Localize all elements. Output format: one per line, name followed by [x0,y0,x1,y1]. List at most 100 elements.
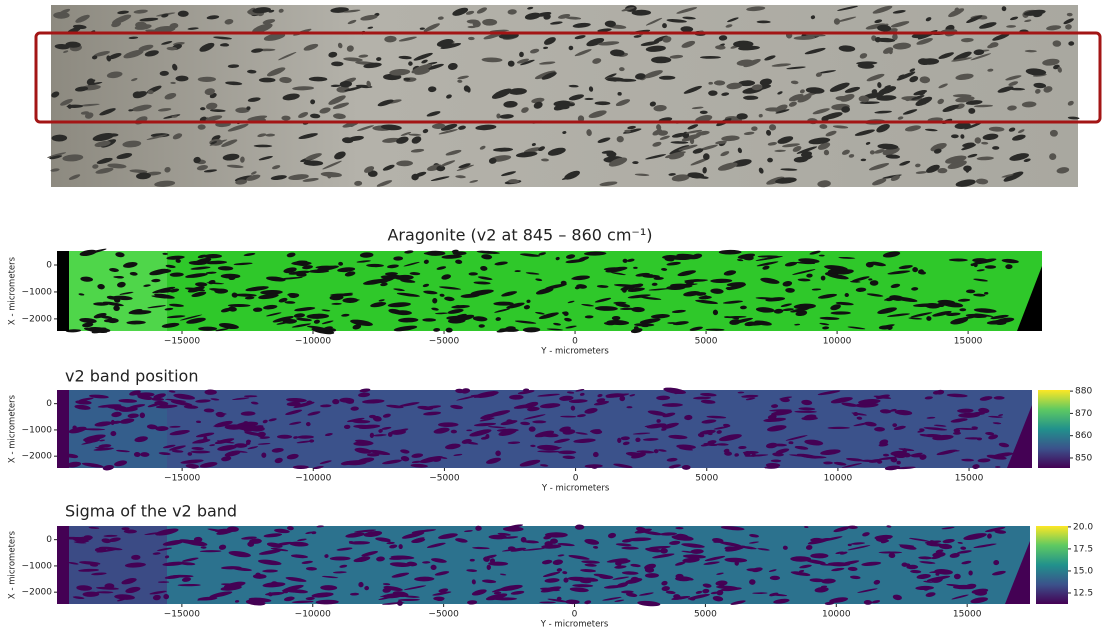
pore [252,540,261,544]
pore [430,564,437,571]
pore [941,526,955,530]
pore [615,559,631,564]
pore [964,437,983,440]
pore [456,395,480,401]
pore [131,554,141,560]
pore [689,326,703,331]
pore [568,45,574,51]
pore [1023,158,1031,162]
pore [877,82,882,88]
pore [533,101,543,109]
pore [631,9,652,16]
pore [575,389,585,392]
pore [527,406,540,412]
pore [684,414,693,421]
pore [520,59,535,66]
pore [968,107,976,114]
pore [502,526,524,532]
pore [874,110,892,114]
pore [179,562,196,566]
pore [543,535,552,540]
pore [703,561,720,565]
pore [297,435,314,439]
pore [197,124,206,130]
pore [973,104,993,108]
pore [788,101,797,107]
pore [938,52,954,59]
pore [398,402,420,407]
pore [167,315,186,319]
pore [859,53,868,59]
pore [792,269,816,275]
pore [121,578,137,585]
pore [99,108,116,116]
pore [103,319,113,323]
pore [898,448,915,452]
pore [669,540,681,545]
pore [942,538,955,544]
pore [715,580,728,586]
pore [844,293,849,298]
pore [719,584,724,588]
pore [257,442,271,445]
pore [199,550,222,553]
pore [955,179,976,187]
pore [111,21,122,28]
pore [946,393,968,398]
pore [794,445,809,450]
x-tick-label: −5000 [429,337,460,347]
pore [541,72,557,80]
pore [625,452,644,457]
pore [976,269,985,272]
pore [194,439,211,444]
pore [606,151,617,158]
pore [376,556,385,562]
pore [232,567,252,571]
pore [423,290,438,295]
pore [677,270,696,277]
pore [1043,86,1053,93]
pore [419,456,443,464]
pore [486,457,502,464]
pore [272,316,294,323]
pore [882,251,901,258]
pore [720,587,742,592]
pore [973,308,997,313]
pore [135,21,147,29]
pore [805,559,826,565]
pore [521,107,529,113]
pore [581,560,600,564]
pore [716,589,724,596]
pore [205,102,218,110]
pore [526,299,531,303]
pore [79,561,101,565]
pore [675,576,692,582]
pore [770,459,782,463]
pore [713,426,730,430]
pore [682,557,700,563]
panel-title: v2 band position [65,367,198,386]
pore [1007,105,1017,111]
pore [857,63,875,69]
pore [499,114,514,119]
pore [263,533,283,538]
pore [209,109,226,112]
pore [759,78,773,86]
pore [544,578,560,583]
pore [856,416,863,420]
pore [872,5,893,14]
pore [632,161,639,165]
pore [934,569,953,575]
pore [152,286,176,294]
colorbar-tick-label: 17.5 [1073,544,1093,554]
pore [668,173,676,176]
pore [896,460,901,465]
pore [858,399,881,405]
pore [866,293,884,297]
pore [988,434,999,440]
pore [978,407,990,414]
pore [963,165,972,172]
pore [241,536,257,540]
pore [715,140,727,145]
pore [569,587,589,593]
